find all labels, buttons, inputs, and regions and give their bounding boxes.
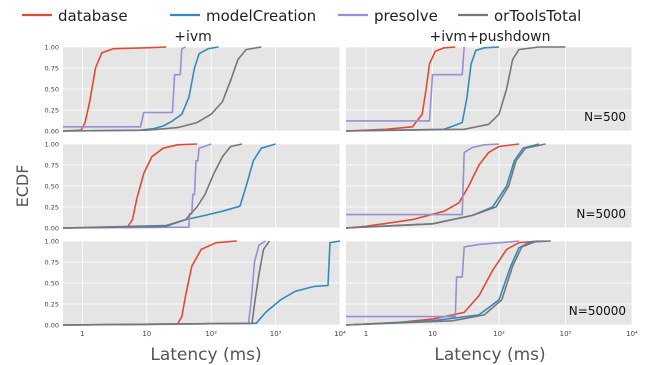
series-line-presolve	[346, 46, 465, 122]
x-tick-label: 1	[80, 330, 84, 338]
panels: 0.00 0.25 0.50 0.75 1.00 N=500 0.00 0.25 0.50 0.7…	[45, 44, 639, 339]
x-tick-label: 1	[364, 330, 368, 338]
y-tick-label: 0.50	[45, 86, 59, 94]
panel-r2-c0: 0.00 0.25 0.50 0.75 1.00 1 10 10² 10³ 10⁴	[45, 238, 347, 339]
series-line-modelCreation	[62, 46, 219, 132]
legend-label-modelcreation: modelCreation	[206, 7, 316, 25]
x-axis-label-left: Latency (ms)	[150, 345, 261, 365]
series-line-orToolsTotal	[62, 240, 271, 326]
panel-r1-c0: 0.00 0.25 0.50 0.75 1.00	[45, 141, 341, 233]
series-line-orToolsTotal	[345, 46, 566, 132]
series-line-modelCreation	[345, 46, 500, 132]
y-tick-label: 0.25	[45, 301, 59, 309]
y-tick-label: 1.00	[45, 141, 59, 149]
series-line-presolve	[346, 143, 500, 216]
series-line-presolve	[62, 143, 212, 229]
series-line-modelCreation	[62, 240, 341, 326]
row-label: N=500	[584, 110, 626, 124]
series-line-orToolsTotal	[345, 143, 546, 229]
y-axis-label: ECDF	[13, 165, 32, 208]
panel-r1-c1: N=5000	[345, 143, 633, 229]
legend-label-ortoolstotal: orToolsTotal	[494, 7, 581, 25]
series-line-database	[62, 240, 237, 326]
col-title-ivm: +ivm	[174, 29, 212, 45]
x-tick-label: 10²	[493, 330, 505, 338]
series-line-presolve	[63, 46, 186, 128]
col-title-ivm-pushdown: +ivm+pushdown	[430, 29, 551, 45]
panel-r0-c1: N=500	[345, 46, 633, 132]
panel-r0-c0: 0.00 0.25 0.50 0.75 1.00	[45, 44, 341, 136]
y-tick-label: 0.25	[45, 204, 59, 212]
legend-label-presolve: presolve	[374, 7, 438, 25]
y-tick-label: 0.25	[45, 107, 59, 115]
y-tick-label: 0.00	[45, 225, 59, 233]
y-tick-label: 0.00	[45, 322, 59, 330]
series-line-database	[345, 143, 520, 229]
series-line-database	[62, 143, 197, 229]
x-tick-label: 10	[142, 330, 151, 338]
x-tick-label: 10²	[205, 330, 217, 338]
y-tick-label: 1.00	[45, 238, 59, 246]
series-line-orToolsTotal	[62, 46, 262, 132]
y-tick-label: 0.75	[45, 65, 59, 73]
x-tick-label: 10⁴	[626, 330, 638, 338]
series-line-database	[62, 46, 167, 132]
row-label: N=50000	[569, 304, 626, 318]
x-tick-label: 10³	[560, 330, 572, 338]
x-tick-label: 10³	[270, 330, 282, 338]
series-line-modelCreation	[345, 240, 546, 326]
panel-r2-c1: 1 10 10² 10³ 10⁴ N=50000	[345, 240, 638, 338]
x-tick-label: 10	[428, 330, 437, 338]
y-tick-label: 1.00	[45, 44, 59, 52]
y-tick-label: 0.00	[45, 128, 59, 136]
row-label: N=5000	[576, 207, 626, 221]
legend: database modelCreation presolve orToolsT…	[22, 7, 581, 25]
legend-label-database: database	[58, 7, 128, 25]
y-tick-label: 0.75	[45, 259, 59, 267]
series-line-database	[345, 46, 456, 132]
y-tick-label: 0.50	[45, 280, 59, 288]
series-line-presolve	[346, 240, 520, 318]
series-line-orToolsTotal	[62, 143, 243, 229]
x-axis-label-right: Latency (ms)	[434, 345, 545, 365]
y-tick-label: 0.50	[45, 183, 59, 191]
x-tick-label: 10⁴	[334, 330, 346, 338]
y-tick-label: 0.75	[45, 162, 59, 170]
series-line-orToolsTotal	[345, 240, 551, 326]
